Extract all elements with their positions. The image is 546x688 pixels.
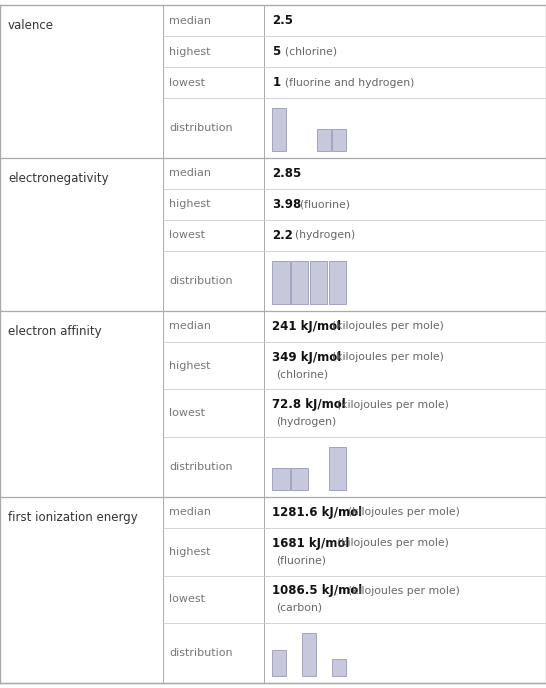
Text: highest: highest [169, 547, 211, 557]
Text: lowest: lowest [169, 408, 205, 418]
Text: 1281.6 kJ/mol: 1281.6 kJ/mol [272, 506, 363, 519]
Text: (fluorine): (fluorine) [293, 200, 351, 209]
Bar [272, 469, 289, 490]
Text: (fluorine and hydrogen): (fluorine and hydrogen) [277, 78, 414, 87]
Text: electron affinity: electron affinity [8, 325, 102, 338]
Text: lowest: lowest [169, 230, 205, 241]
Text: (kilojoules per mole): (kilojoules per mole) [325, 321, 444, 332]
Bar [333, 658, 346, 676]
Text: (fluorine): (fluorine) [276, 555, 327, 566]
Text: first ionization energy: first ionization energy [8, 511, 138, 524]
Text: electronegativity: electronegativity [8, 172, 109, 185]
Text: 72.8 kJ/mol: 72.8 kJ/mol [272, 398, 346, 411]
Text: 1086.5 kJ/mol: 1086.5 kJ/mol [272, 584, 363, 597]
Text: median: median [169, 508, 211, 517]
Text: 2.2: 2.2 [272, 229, 293, 242]
Text: 5: 5 [272, 45, 281, 58]
Text: (kilojoules per mole): (kilojoules per mole) [325, 352, 444, 362]
Bar [272, 650, 286, 676]
Text: (chlorine): (chlorine) [277, 47, 337, 56]
Bar [310, 261, 327, 303]
Text: 2.5: 2.5 [272, 14, 293, 27]
Bar [302, 633, 316, 676]
Text: valence: valence [8, 19, 54, 32]
Text: distribution: distribution [169, 276, 233, 286]
Text: lowest: lowest [169, 594, 205, 604]
Text: highest: highest [169, 361, 211, 371]
Text: 3.98: 3.98 [272, 198, 301, 211]
Bar [333, 129, 346, 151]
Bar [291, 261, 308, 303]
Text: (kilojoules per mole): (kilojoules per mole) [330, 400, 449, 409]
Text: 241 kJ/mol: 241 kJ/mol [272, 320, 341, 333]
Text: median: median [169, 16, 211, 25]
Bar [317, 129, 331, 151]
Text: (kilojoules per mole): (kilojoules per mole) [341, 508, 460, 517]
Text: distribution: distribution [169, 462, 233, 472]
Bar [291, 469, 308, 490]
Text: highest: highest [169, 47, 211, 56]
Text: (carbon): (carbon) [276, 603, 322, 613]
Bar [272, 261, 289, 303]
Text: (kilojoules per mole): (kilojoules per mole) [330, 538, 449, 548]
Bar [329, 447, 346, 490]
Text: (hydrogen): (hydrogen) [276, 417, 336, 427]
Text: 1681 kJ/mol: 1681 kJ/mol [272, 537, 349, 550]
Text: median: median [169, 169, 211, 178]
Text: 1: 1 [272, 76, 281, 89]
Text: distribution: distribution [169, 123, 233, 133]
Bar [329, 261, 346, 303]
Text: lowest: lowest [169, 78, 205, 87]
Bar [272, 107, 286, 151]
Text: 2.85: 2.85 [272, 167, 301, 180]
Text: (chlorine): (chlorine) [276, 369, 328, 379]
Text: distribution: distribution [169, 648, 233, 658]
Text: 349 kJ/mol: 349 kJ/mol [272, 351, 341, 364]
Text: median: median [169, 321, 211, 332]
Text: highest: highest [169, 200, 211, 209]
Text: (kilojoules per mole): (kilojoules per mole) [341, 585, 460, 596]
Text: (hydrogen): (hydrogen) [288, 230, 355, 241]
